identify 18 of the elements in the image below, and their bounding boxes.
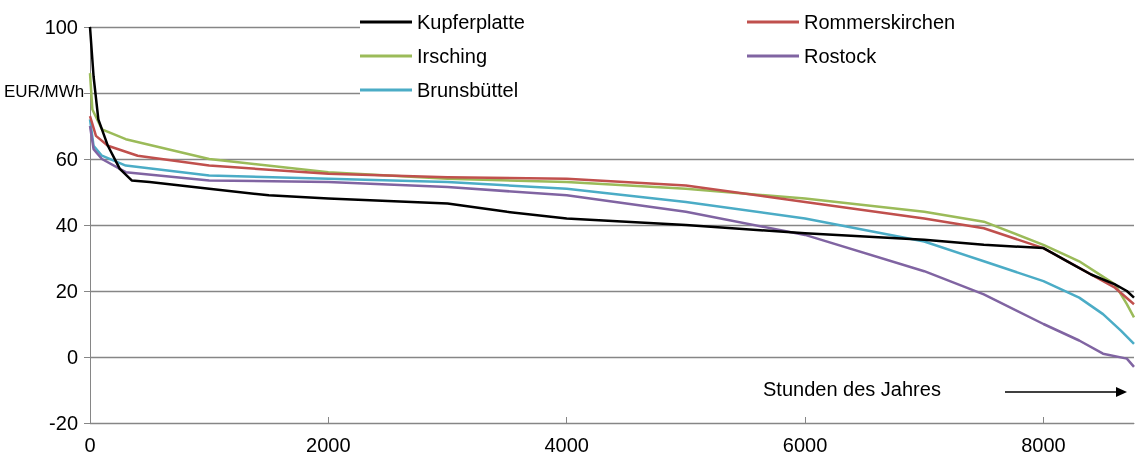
x-tick-label: 0 xyxy=(84,434,96,456)
annotation: Stunden des Jahres xyxy=(763,378,941,400)
y-tick-label: 20 xyxy=(55,280,78,302)
x-tick-label: 6000 xyxy=(782,434,828,456)
legend-label: Brunsbüttel xyxy=(417,79,519,101)
y-tick-label: 60 xyxy=(55,148,78,170)
y-tick-label: 100 xyxy=(44,16,78,38)
x-tick-label: 2000 xyxy=(306,434,351,456)
y-tick-label: 0 xyxy=(66,346,78,368)
y-tick-label: 40 xyxy=(55,214,78,236)
x-tick-label: 8000 xyxy=(1021,434,1066,456)
y-tick-label: -20 xyxy=(49,412,78,434)
legend-label: Rommerskirchen xyxy=(804,11,956,33)
legend-label: Rostock xyxy=(804,45,878,67)
x-tick-label: 4000 xyxy=(544,434,589,456)
legend-label: Irsching xyxy=(417,45,488,67)
y-axis-title: EUR/MWh xyxy=(4,82,85,101)
legend-label: Kupferplatte xyxy=(417,11,525,33)
